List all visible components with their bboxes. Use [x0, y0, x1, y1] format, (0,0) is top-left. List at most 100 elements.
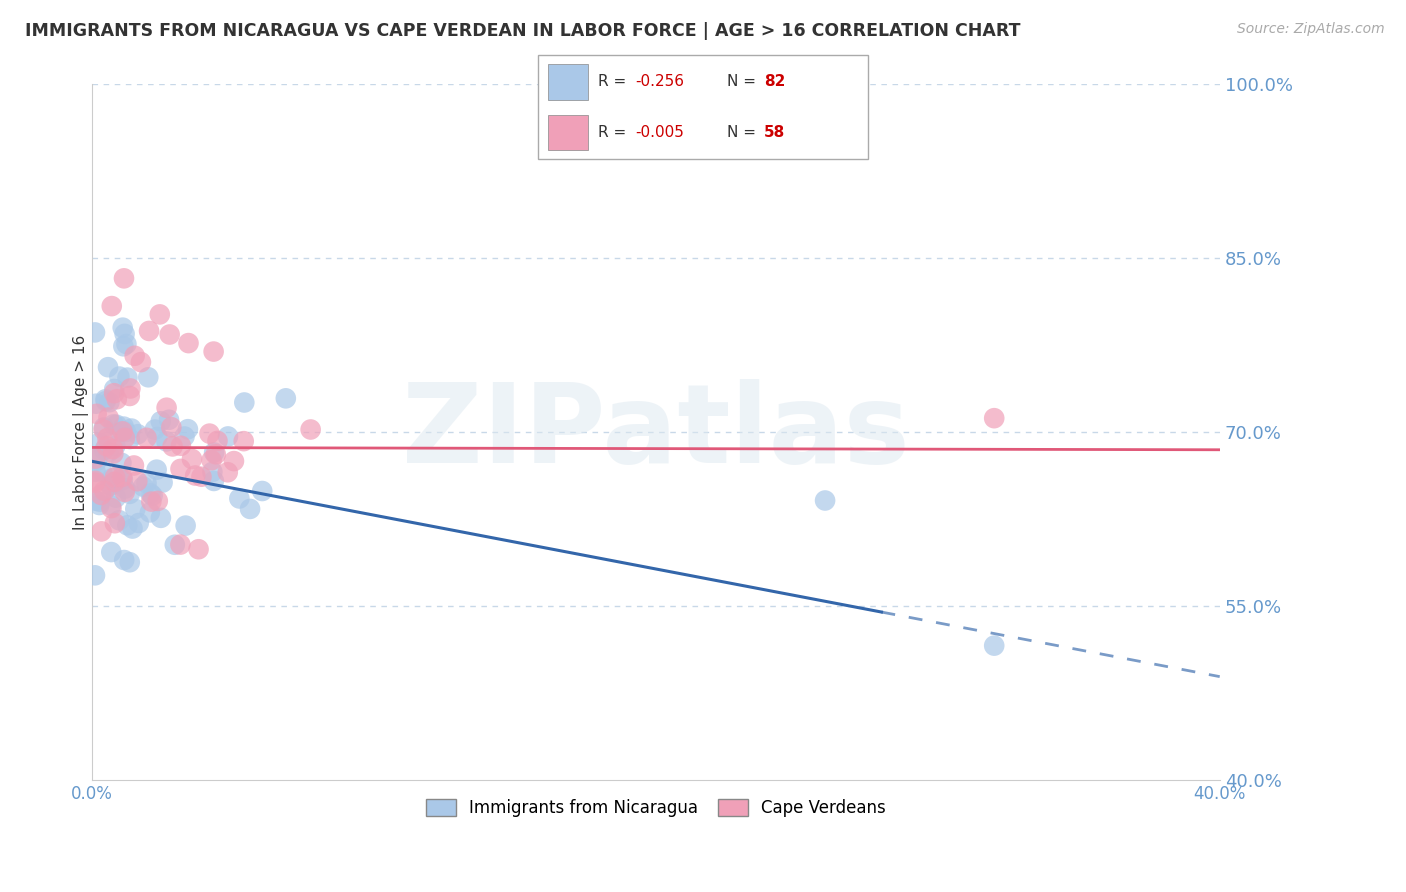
Point: [103, 382, 125, 396]
Point: [114, 482, 136, 496]
Point: [103, 386, 125, 401]
Point: [169, 462, 191, 476]
Point: [84, 451, 107, 466]
Point: [146, 430, 169, 444]
Point: [93, 420, 115, 434]
Text: ZIPatlas: ZIPatlas: [402, 379, 910, 486]
Point: [163, 538, 186, 552]
FancyBboxPatch shape: [548, 114, 588, 150]
Point: [93, 483, 115, 498]
Point: [129, 355, 152, 369]
Point: [97, 445, 120, 459]
Point: [135, 476, 157, 491]
Point: [120, 382, 142, 396]
Point: [104, 470, 127, 484]
Point: [177, 336, 200, 351]
Point: [181, 452, 204, 467]
Point: [141, 494, 163, 508]
Point: [108, 513, 131, 527]
Point: [94, 394, 117, 409]
Point: [152, 475, 174, 490]
Point: [104, 439, 127, 453]
Point: [177, 422, 200, 436]
Point: [174, 518, 197, 533]
Point: [187, 542, 209, 557]
Point: [207, 434, 229, 448]
Point: [239, 502, 262, 516]
Point: [202, 445, 225, 459]
Point: [104, 516, 127, 531]
Point: [93, 423, 115, 437]
Point: [117, 518, 139, 533]
Point: [90, 488, 112, 502]
Point: [983, 411, 1005, 425]
Point: [170, 439, 193, 453]
Point: [222, 454, 245, 468]
Point: [814, 493, 837, 508]
Point: [101, 442, 124, 456]
Point: [84, 397, 107, 411]
Point: [118, 487, 141, 501]
Point: [112, 339, 135, 353]
Point: [112, 271, 135, 285]
Point: [217, 465, 239, 479]
Point: [114, 484, 136, 499]
Text: R =: R =: [599, 74, 631, 89]
Point: [96, 439, 118, 453]
Text: R =: R =: [599, 125, 631, 140]
Point: [101, 471, 124, 485]
Point: [111, 473, 134, 487]
Point: [110, 474, 132, 488]
Point: [274, 392, 297, 406]
Point: [86, 453, 108, 467]
Point: [149, 307, 172, 321]
Point: [202, 474, 225, 488]
Point: [105, 392, 128, 407]
Text: N =: N =: [727, 74, 761, 89]
Point: [143, 423, 166, 437]
Point: [108, 369, 131, 384]
Point: [155, 401, 177, 415]
Point: [217, 429, 239, 443]
Point: [198, 426, 221, 441]
Point: [114, 431, 136, 445]
Point: [149, 511, 172, 525]
Point: [118, 389, 141, 403]
Point: [84, 493, 107, 508]
FancyBboxPatch shape: [537, 54, 869, 160]
Point: [110, 456, 132, 470]
Point: [157, 413, 180, 427]
Point: [204, 447, 226, 461]
Point: [228, 491, 250, 506]
Point: [103, 446, 125, 460]
Point: [104, 475, 127, 490]
Point: [84, 451, 107, 466]
Point: [91, 465, 114, 479]
Point: [103, 417, 125, 432]
Point: [115, 337, 138, 351]
Point: [100, 299, 122, 313]
Text: IMMIGRANTS FROM NICARAGUA VS CAPE VERDEAN IN LABOR FORCE | AGE > 16 CORRELATION : IMMIGRANTS FROM NICARAGUA VS CAPE VERDEA…: [25, 22, 1021, 40]
Y-axis label: In Labor Force | Age > 16: In Labor Force | Age > 16: [73, 334, 89, 530]
Point: [94, 392, 117, 407]
Point: [108, 425, 131, 439]
Point: [201, 465, 224, 479]
Point: [98, 395, 121, 409]
Point: [169, 538, 191, 552]
Point: [98, 478, 121, 492]
Text: -0.256: -0.256: [636, 74, 685, 89]
Point: [200, 453, 222, 467]
Point: [100, 501, 122, 516]
Point: [112, 419, 135, 434]
Point: [84, 474, 107, 488]
Point: [983, 639, 1005, 653]
Point: [84, 465, 107, 479]
Point: [100, 545, 122, 559]
Point: [159, 327, 181, 342]
Point: [233, 395, 256, 409]
Point: [114, 326, 136, 341]
Point: [84, 568, 107, 582]
Point: [149, 414, 172, 428]
Point: [127, 474, 149, 488]
Point: [111, 320, 134, 334]
